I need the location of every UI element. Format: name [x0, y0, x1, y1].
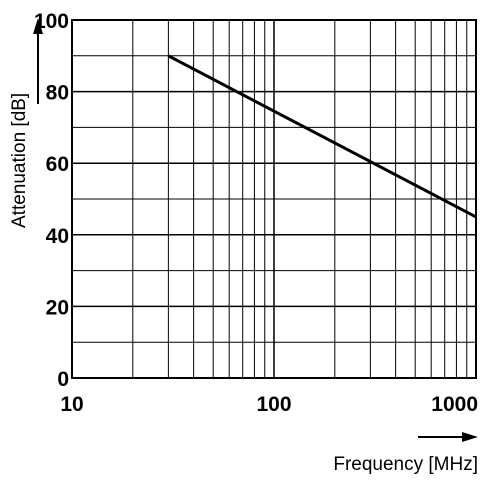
y-tick-label: 100 [34, 10, 69, 33]
x-tick-label: 10 [60, 393, 83, 416]
grid [71, 19, 477, 379]
y-axis-title: Attenuation [dB] [9, 93, 30, 228]
y-tick-label: 40 [46, 225, 69, 248]
y-tick-label: 80 [46, 82, 69, 105]
y-axis-arrow-icon [33, 18, 43, 104]
x-axis-arrow-icon [418, 432, 478, 442]
x-tick-label: 1000 [431, 393, 478, 416]
y-tick-label: 0 [57, 368, 69, 391]
series-layer [167, 54, 477, 219]
y-tick-label: 20 [46, 296, 69, 319]
x-tick-label: 100 [256, 393, 291, 416]
plot-frame [71, 19, 477, 379]
series-line [167, 54, 477, 219]
tick-labels: 0 20 40 60 80 100 10 100 1000 [34, 10, 478, 416]
y-tick-label: 60 [46, 153, 69, 176]
x-axis-title: Frequency [MHz] [333, 454, 478, 475]
